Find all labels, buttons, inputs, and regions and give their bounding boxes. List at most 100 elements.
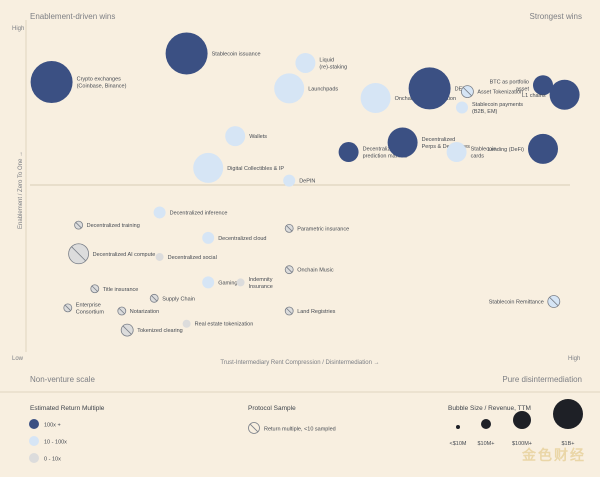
bubble-label-9: Stablecoin payments xyxy=(472,102,523,108)
y-axis-label: Enablement / Zero To One → xyxy=(18,151,24,229)
bubble-label-20: Decentralized cloud xyxy=(218,236,266,242)
bubble-label-11: Decentralized xyxy=(363,147,397,153)
bubble-label-12: Decentralized xyxy=(422,137,456,143)
bubble-label-9-1: (B2B, EM) xyxy=(472,109,498,115)
bubble-label-2-1: (re)-staking xyxy=(319,64,347,70)
x-tick-high: High xyxy=(568,356,580,362)
color-legend-swatch-1 xyxy=(29,436,39,446)
bubble-label-19: Parametric insurance xyxy=(297,226,349,232)
quadrant-label-top-left: Enablement-driven wins xyxy=(30,12,116,21)
quadrant-label-bottom-left: Non-venture scale xyxy=(30,375,95,384)
bubble-label-26: Title insurance xyxy=(103,287,139,293)
bubble-7 xyxy=(533,75,553,96)
bubble-label-7-1: asset xyxy=(516,87,530,93)
bubble-1 xyxy=(30,61,73,104)
bubble-hatch-29 xyxy=(118,307,125,315)
bubble-hatch-31 xyxy=(549,296,559,307)
protocol-legend-label: Return multiple, <10 sampled xyxy=(264,427,336,433)
size-legend-bubble-3 xyxy=(553,399,583,429)
bubble-8 xyxy=(549,79,580,110)
color-legend-swatch-0 xyxy=(29,419,39,429)
bubble-hatch-23 xyxy=(286,266,293,273)
bubble-label-13: Stablecoin xyxy=(471,147,497,153)
color-legend-label-0: 100x + xyxy=(44,423,61,429)
protocol-legend-title: Protocol Sample xyxy=(248,405,296,412)
bubble-label-24: Gaming xyxy=(218,280,237,286)
bubble-hatch-33 xyxy=(122,325,132,335)
bubble-label-7: BTC as portfolio xyxy=(490,80,529,86)
size-legend-bubble-2 xyxy=(513,411,531,429)
bubble-label-13-1: cards xyxy=(471,154,485,160)
bubble-label-14: Lending (DeFi) xyxy=(488,147,525,153)
size-legend-label-3: $1B+ xyxy=(562,441,575,447)
size-legend-label-2: $100M+ xyxy=(512,441,532,447)
bubble-3 xyxy=(274,73,305,104)
size-legend-title: Bubble Size / Revenue, TTM xyxy=(448,405,531,412)
bubble-label-18: Decentralized training xyxy=(87,223,140,229)
bubble-hatch-19 xyxy=(286,225,293,232)
color-legend-label-1: 10 - 100x xyxy=(44,440,67,446)
bubble-label-17: Decentralized inference xyxy=(170,210,228,216)
quadrant-label-top-right: Strongest wins xyxy=(529,12,582,21)
bubble-label-21: Decentralized AI compute xyxy=(93,252,156,258)
bubble-label-12-1: Perps & Derivatives xyxy=(422,144,471,150)
bubble-label-33: Tokenized clearing xyxy=(137,328,183,334)
bubble-4 xyxy=(360,82,391,113)
bubble-hatch-28 xyxy=(64,304,71,312)
bubble-label-2: Liquid xyxy=(319,57,334,63)
bubble-hatch-18 xyxy=(75,221,82,229)
bubble-13 xyxy=(446,142,467,163)
watermark-logo: 金色财经 xyxy=(522,447,586,463)
x-axis-label: Trust-Intermediary Rent Compression / Di… xyxy=(220,360,379,366)
bubble-label-25-1: Insurance xyxy=(249,284,273,290)
bubble-label-31: Stablecoin Remittance xyxy=(489,299,544,305)
bubble-label-0: Stablecoin issuance xyxy=(212,51,261,57)
color-legend-title: Estimated Return Multiple xyxy=(30,405,105,412)
size-legend-label-1: $10M+ xyxy=(478,441,495,447)
size-legend-label-0: <$10M xyxy=(450,441,467,447)
protocol-legend-swatch xyxy=(248,422,260,434)
bubble-label-28-1: Consortium xyxy=(76,309,105,315)
bubble-hatch-26 xyxy=(91,285,98,292)
bubble-15 xyxy=(193,152,224,183)
bubble-5 xyxy=(408,67,451,110)
bubble-20 xyxy=(202,231,215,244)
quadrant-label-bottom-right: Pure disintermediation xyxy=(502,375,582,384)
y-tick-high: High xyxy=(12,26,24,32)
bubble-9 xyxy=(456,101,468,114)
bubble-32 xyxy=(182,319,191,328)
color-legend-label-2: 0 - 10x xyxy=(44,457,61,463)
y-tick-low: Low xyxy=(12,356,24,362)
bubble-11 xyxy=(338,142,359,163)
bubble-label-28: Enterprise xyxy=(76,302,101,308)
color-legend-swatch-2 xyxy=(29,453,39,463)
bubble-label-1-1: (Coinbase, Binance) xyxy=(77,84,127,90)
bubble-label-23: Onchain Music xyxy=(297,268,334,274)
bubble-25 xyxy=(236,278,245,287)
size-legend-bubble-0 xyxy=(456,425,460,429)
bubble-label-15: Digital Collectibles & IP xyxy=(227,166,284,172)
bubble-label-6: Asset Tokenization xyxy=(477,90,523,96)
bubble-label-32: Real estate tokenization xyxy=(195,322,254,328)
bubble-label-25: Indemnity xyxy=(249,277,273,283)
bubble-10 xyxy=(225,126,246,147)
bubble-label-29: Notarization xyxy=(130,309,159,315)
protocol-legend-hatch xyxy=(249,423,259,433)
bubble-16 xyxy=(283,174,296,187)
bubble-2 xyxy=(295,52,316,73)
bubble-24 xyxy=(202,276,215,289)
size-legend-bubble-1 xyxy=(481,419,491,429)
bubble-label-27: Supply Chain xyxy=(162,296,195,302)
bubble-label-22: Decentralized social xyxy=(168,255,217,261)
bubble-label-1: Crypto exchanges xyxy=(77,77,122,83)
bubble-0 xyxy=(165,32,208,75)
bubble-label-5: DEX xyxy=(455,86,467,92)
bubble-label-8: L1 chains xyxy=(522,93,546,99)
bubble-label-3: Launchpads xyxy=(308,86,338,92)
bubble-hatch-30 xyxy=(286,307,293,315)
bubble-hatch-27 xyxy=(151,295,158,302)
bubble-label-11-1: prediction markets xyxy=(363,154,408,160)
bubble-label-10: Wallets xyxy=(249,134,267,140)
bubble-hatch-6 xyxy=(462,86,473,97)
bubble-hatch-21 xyxy=(71,246,87,262)
